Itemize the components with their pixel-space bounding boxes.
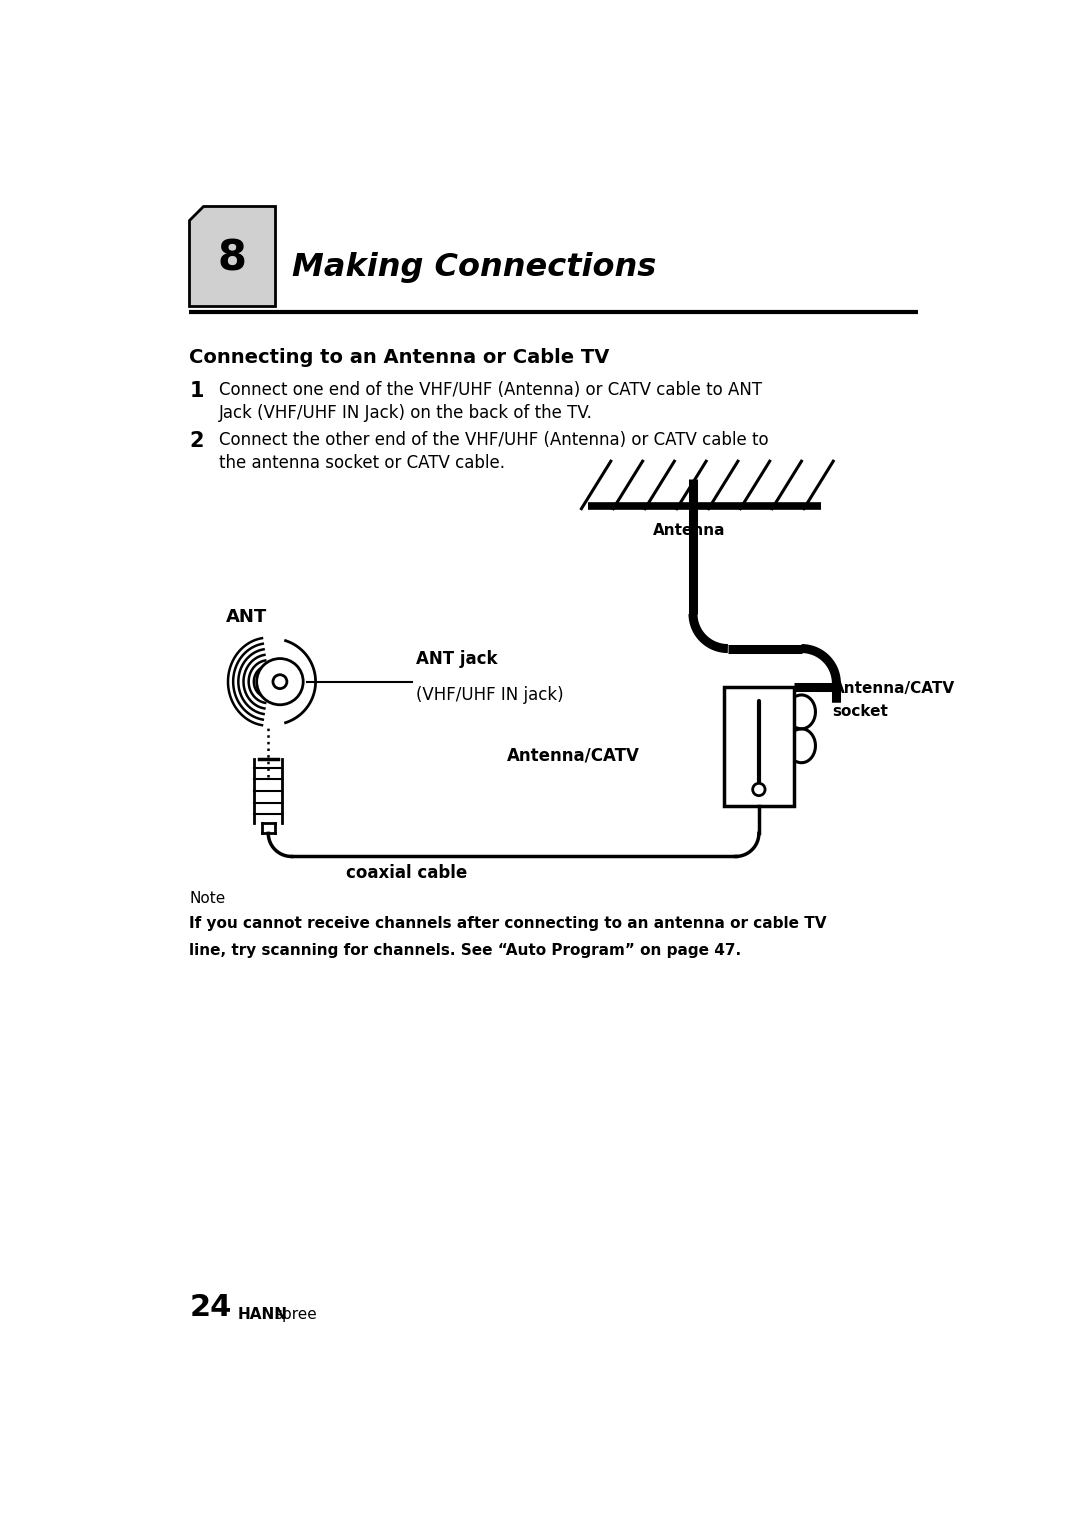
Text: line, try scanning for channels. See “Auto Program” on page 47.: line, try scanning for channels. See “Au…	[189, 943, 741, 959]
Text: Antenna/CATV: Antenna/CATV	[833, 680, 955, 696]
Circle shape	[753, 783, 765, 795]
Text: socket: socket	[833, 703, 889, 719]
Text: spree: spree	[274, 1307, 318, 1323]
Text: Antenna/CATV: Antenna/CATV	[507, 746, 639, 764]
Polygon shape	[189, 206, 274, 306]
Text: 2: 2	[189, 431, 204, 451]
Circle shape	[273, 674, 287, 688]
Text: Connect the other end of the VHF/UHF (Antenna) or CATV cable to: Connect the other end of the VHF/UHF (An…	[218, 431, 768, 448]
Text: the antenna socket or CATV cable.: the antenna socket or CATV cable.	[218, 454, 504, 472]
Text: coaxial cable: coaxial cable	[346, 864, 467, 882]
Text: ANT jack: ANT jack	[416, 650, 497, 668]
Text: ANT: ANT	[226, 609, 267, 627]
Text: (VHF/UHF IN jack): (VHF/UHF IN jack)	[416, 685, 563, 703]
Text: Connect one end of the VHF/UHF (Antenna) or CATV cable to ANT: Connect one end of the VHF/UHF (Antenna)…	[218, 381, 761, 399]
Text: 24: 24	[189, 1294, 231, 1323]
Text: Jack (VHF/UHF IN Jack) on the back of the TV.: Jack (VHF/UHF IN Jack) on the back of th…	[218, 405, 593, 422]
Text: 1: 1	[189, 381, 204, 402]
Text: HANN: HANN	[238, 1307, 287, 1323]
Text: Connecting to an Antenna or Cable TV: Connecting to an Antenna or Cable TV	[189, 349, 609, 367]
Text: Note: Note	[189, 891, 226, 907]
Circle shape	[257, 659, 303, 705]
Text: If you cannot receive channels after connecting to an antenna or cable TV: If you cannot receive channels after con…	[189, 916, 827, 931]
Text: 8: 8	[217, 237, 246, 280]
Text: Antenna: Antenna	[653, 523, 726, 538]
Text: Making Connections: Making Connections	[292, 252, 656, 283]
Bar	[724, 687, 794, 806]
